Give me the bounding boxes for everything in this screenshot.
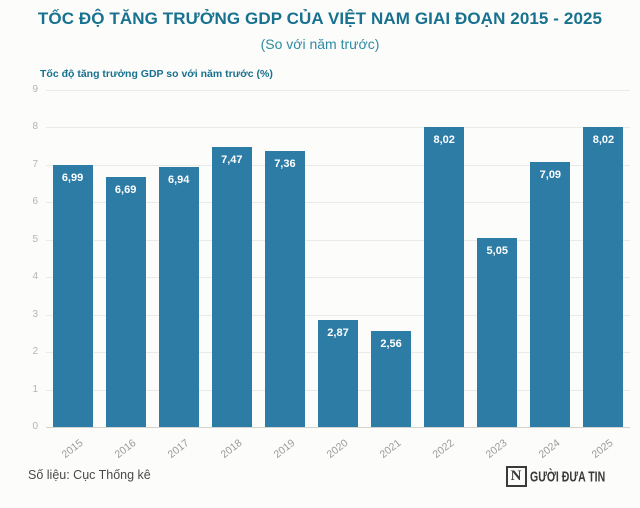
gridline-8 (46, 127, 630, 129)
gridline-6 (46, 202, 630, 204)
gridline-5 (46, 239, 630, 241)
plot-area: 6,99 6,69 6,94 7,47 7,36 2,87 2,56 8,02 5,05 7,09… (46, 90, 630, 428)
publisher-logo: N GƯỜI ĐƯA TIN (505, 466, 626, 487)
y-tick-label-9: 9 (32, 84, 38, 95)
bar-value-label-2024: 7,09 (539, 168, 562, 181)
data-source-note: Số liệu: Cục Thống kê (28, 468, 151, 482)
bar-2016: 6,69 (105, 176, 146, 427)
bar-2023: 5,05 (477, 237, 518, 427)
bar-value-label-2022: 8,02 (433, 133, 455, 146)
y-tick-label-7: 7 (32, 158, 38, 170)
bar-value-label-2015: 6,99 (61, 172, 84, 185)
gridline-9 (46, 90, 630, 91)
y-tick-label-1: 1 (32, 383, 38, 395)
y-axis-title: Tốc độ tăng trưởng GDP so với năm trước … (40, 68, 273, 80)
x-tick-label-2021: 2021 (377, 437, 404, 461)
chart-title: TỐC ĐỘ TĂNG TRƯỞNG GDP CỦA VIỆT NAM GIAI… (37, 9, 603, 28)
y-tick-label-2: 2 (32, 346, 38, 358)
bar-2024: 7,09 (530, 161, 571, 427)
y-tick-label-4: 4 (32, 271, 38, 283)
bar-value-label-2018: 7,47 (221, 154, 243, 167)
y-tick-label-5: 5 (32, 233, 38, 245)
bar-value-label-2023: 5,05 (486, 244, 508, 257)
bar-2021: 2,56 (371, 331, 412, 427)
y-tick-label-0: 0 (32, 421, 38, 432)
chart-subtitle: (So với năm trước) (260, 36, 380, 52)
x-tick-label-2018: 2018 (218, 437, 245, 461)
y-tick-label-3: 3 (32, 308, 38, 320)
bar-2015: 6,99 (52, 165, 93, 427)
bar-2025: 8,02 (583, 126, 624, 427)
bar-value-label-2016: 6,69 (114, 183, 137, 196)
gridline-7 (46, 164, 630, 166)
bar-2017: 6,94 (158, 167, 199, 427)
y-tick-label-6: 6 (32, 196, 38, 208)
bar-value-label-2019: 7,36 (274, 158, 296, 171)
bar-value-label-2021: 2,56 (380, 338, 402, 351)
bar-value-label-2020: 2,87 (327, 326, 349, 339)
bar-2018: 7,47 (211, 147, 252, 427)
x-tick-label-2019: 2019 (271, 437, 298, 461)
gridline-0 (46, 427, 630, 428)
logo-text: GƯỜI ĐƯA TIN (529, 468, 605, 485)
x-tick-label-2017: 2017 (165, 437, 192, 461)
bar-2019: 7,36 (264, 151, 305, 427)
bar-2022: 8,02 (424, 126, 465, 427)
y-tick-label-8: 8 (32, 121, 38, 133)
x-tick-label-2020: 2020 (324, 437, 351, 461)
gridline-4 (46, 277, 630, 279)
bar-2020: 2,87 (318, 319, 358, 427)
x-tick-label-2023: 2023 (483, 437, 510, 461)
gridline-3 (46, 314, 630, 316)
logo-n-icon: N (505, 466, 527, 487)
bar-value-label-2017: 6,94 (168, 174, 190, 187)
x-tick-label-2022: 2022 (430, 437, 457, 461)
bar-value-label-2025: 8,02 (592, 133, 615, 146)
